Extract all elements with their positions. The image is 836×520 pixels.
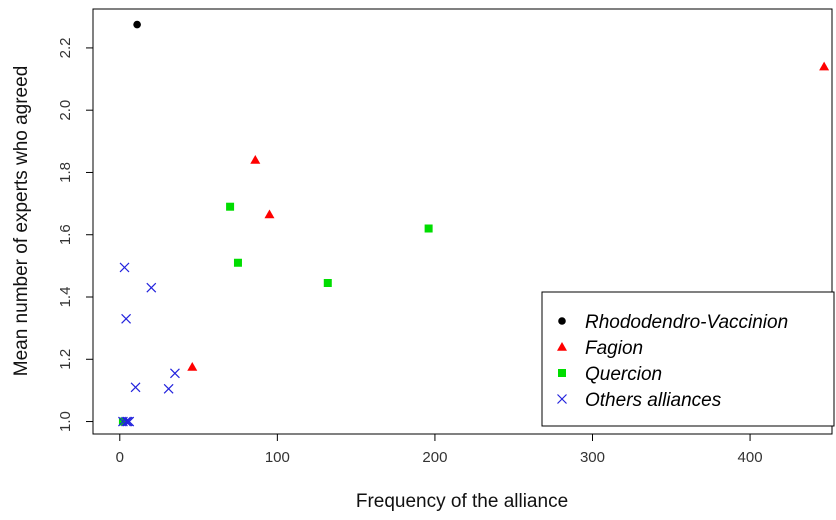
x-axis: 0 100 200 300 400 bbox=[116, 433, 763, 466]
x-axis-title: Frequency of the alliance bbox=[356, 491, 568, 512]
y-tick-label: 1.4 bbox=[57, 287, 74, 308]
legend-marker-rhododendro-vaccinion bbox=[558, 317, 566, 325]
point-others-alliances bbox=[119, 262, 130, 273]
legend-marker-quercion bbox=[558, 369, 566, 377]
legend-marker-fagion bbox=[557, 342, 567, 351]
legend: Rhododendro-Vaccinion Fagion Quercion Other… bbox=[541, 291, 835, 427]
point-quercion bbox=[233, 258, 242, 267]
y-tick-label: 1.6 bbox=[57, 224, 74, 245]
point-others-alliances bbox=[146, 282, 157, 293]
legend-box bbox=[541, 291, 835, 427]
x-tick-label: 0 bbox=[116, 449, 124, 466]
point-others-alliances bbox=[121, 416, 132, 427]
y-tick-label: 1.0 bbox=[57, 411, 74, 432]
point-rhododendro-vaccinion bbox=[133, 20, 141, 29]
point-quercion bbox=[323, 278, 332, 287]
point-others-alliances bbox=[163, 383, 174, 394]
point-fagion bbox=[187, 362, 198, 371]
point-quercion bbox=[424, 224, 433, 233]
point-fagion bbox=[250, 155, 261, 164]
y-tick-label: 2.0 bbox=[57, 100, 74, 121]
y-tick-label: 1.2 bbox=[57, 349, 74, 370]
y-tick-label: 2.2 bbox=[57, 37, 74, 58]
legend-label-others-alliances: Others alliances bbox=[585, 390, 722, 411]
legend-marker-others-alliances bbox=[557, 394, 567, 404]
point-quercion bbox=[226, 202, 235, 211]
point-others-alliances bbox=[121, 313, 132, 324]
y-axis: 1.0 1.2 1.4 1.6 1.8 2.0 2.2 bbox=[57, 37, 94, 432]
point-others-alliances bbox=[124, 416, 135, 427]
y-tick-label: 1.8 bbox=[57, 162, 74, 183]
point-others-alliances bbox=[130, 382, 141, 393]
point-others-alliances bbox=[122, 416, 133, 427]
y-axis-title: Mean number of experts who agreed bbox=[11, 66, 32, 377]
x-tick-label: 400 bbox=[738, 449, 763, 466]
point-fagion bbox=[819, 61, 830, 71]
x-tick-label: 100 bbox=[265, 449, 290, 466]
x-tick-label: 300 bbox=[580, 449, 605, 466]
legend-label-rhododendro-vaccinion: Rhododendro-Vaccinion bbox=[585, 312, 788, 333]
legend-label-quercion: Quercion bbox=[585, 364, 662, 385]
x-tick-label: 200 bbox=[422, 449, 447, 466]
point-others-alliances bbox=[170, 368, 180, 379]
data-points bbox=[118, 20, 830, 427]
point-fagion bbox=[264, 209, 275, 219]
legend-label-fagion: Fagion bbox=[585, 338, 643, 359]
